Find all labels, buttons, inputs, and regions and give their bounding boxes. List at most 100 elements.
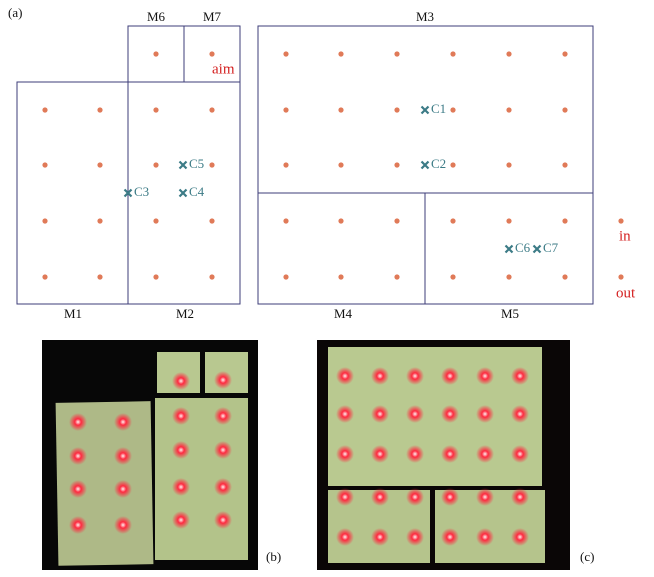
nozzle-dot	[562, 51, 568, 57]
module-label: M1	[64, 306, 82, 321]
nozzle-dot	[450, 162, 456, 168]
nozzle-dot	[450, 218, 456, 224]
laser-spot	[214, 371, 232, 389]
nozzle-dot	[283, 107, 289, 113]
laser-spot	[441, 488, 459, 506]
nozzle-dot	[209, 274, 215, 280]
nozzle-dot	[506, 162, 512, 168]
nozzle-dot	[562, 218, 568, 224]
photo-panel	[328, 347, 542, 486]
marker-cross	[532, 244, 542, 254]
laser-spot	[69, 447, 87, 465]
laser-spot	[511, 528, 529, 546]
laser-spot	[371, 367, 389, 385]
marker-cross	[178, 188, 188, 198]
laser-spot	[114, 480, 132, 498]
nozzle-dot	[97, 274, 103, 280]
nozzle-dot	[209, 218, 215, 224]
module	[257, 192, 426, 305]
laser-spot	[406, 367, 424, 385]
marker-cross	[123, 188, 133, 198]
nozzle-dot	[209, 51, 215, 57]
nozzle-dot	[506, 274, 512, 280]
laser-spot	[441, 405, 459, 423]
nozzle-dot	[42, 218, 48, 224]
nozzle-dot	[394, 107, 400, 113]
nozzle-dot	[506, 107, 512, 113]
nozzle-dot	[506, 218, 512, 224]
laser-spot	[476, 405, 494, 423]
laser-spot	[114, 447, 132, 465]
nozzle-dot	[97, 107, 103, 113]
nozzle-dot	[97, 218, 103, 224]
nozzle-dot	[618, 218, 624, 224]
nozzle-dot	[338, 51, 344, 57]
laser-spot	[114, 413, 132, 431]
module-label: M7	[203, 9, 222, 24]
inlet-label: in	[619, 228, 631, 244]
module-label: M6	[147, 9, 166, 24]
nozzle-dot	[338, 274, 344, 280]
laser-spot	[511, 488, 529, 506]
laser-spot	[406, 488, 424, 506]
laser-spot	[511, 367, 529, 385]
laser-spot	[114, 516, 132, 534]
nozzle-dot	[338, 162, 344, 168]
nozzle-dot	[394, 51, 400, 57]
nozzle-dot	[153, 162, 159, 168]
laser-spot	[476, 367, 494, 385]
marker-label: C4	[189, 184, 205, 199]
marker-label: C7	[543, 240, 559, 255]
laser-spot	[214, 407, 232, 425]
nozzle-dot	[153, 107, 159, 113]
panel-label: (b)	[266, 549, 281, 564]
nozzle-dot	[506, 51, 512, 57]
laser-spot	[336, 367, 354, 385]
laser-spot	[214, 441, 232, 459]
nozzle-dot	[450, 51, 456, 57]
laser-spot	[476, 488, 494, 506]
laser-spot	[371, 445, 389, 463]
laser-spot	[69, 516, 87, 534]
laser-spot	[172, 372, 190, 390]
laser-spot	[406, 405, 424, 423]
laser-spot	[371, 405, 389, 423]
nozzle-dot	[338, 107, 344, 113]
laser-spot	[371, 528, 389, 546]
nozzle-dot	[153, 51, 159, 57]
aim-label: aim	[212, 61, 235, 77]
nozzle-dot	[42, 274, 48, 280]
laser-spot	[441, 445, 459, 463]
nozzle-dot	[562, 274, 568, 280]
module-label: M4	[334, 306, 353, 321]
photo-panel	[155, 398, 248, 560]
nozzle-dot	[562, 162, 568, 168]
laser-spot	[441, 367, 459, 385]
laser-spot	[511, 405, 529, 423]
laser-spot	[214, 511, 232, 529]
nozzle-dot	[97, 162, 103, 168]
laser-spot	[172, 407, 190, 425]
outlet-label: out	[616, 285, 636, 301]
module-label: M3	[416, 9, 434, 24]
laser-spot	[476, 528, 494, 546]
laser-spot	[511, 445, 529, 463]
nozzle-dot	[450, 274, 456, 280]
module	[16, 81, 129, 305]
laser-spot	[476, 445, 494, 463]
module	[183, 25, 241, 83]
nozzle-dot	[283, 51, 289, 57]
nozzle-dot	[153, 274, 159, 280]
marker-cross	[504, 244, 514, 254]
laser-spot	[336, 528, 354, 546]
panel-a: (a) M1 M2 M3 M4 M5 M6 M7 aim in out C1 C2…	[8, 5, 636, 321]
nozzle-dot	[338, 218, 344, 224]
laser-spot	[336, 445, 354, 463]
marker-label: C5	[189, 156, 204, 171]
nozzle-dot	[153, 218, 159, 224]
marker-label: C1	[431, 101, 446, 116]
laser-spot	[172, 478, 190, 496]
photo-b: (b)	[42, 340, 281, 570]
marker-cross	[178, 160, 188, 170]
nozzle-dot	[283, 218, 289, 224]
